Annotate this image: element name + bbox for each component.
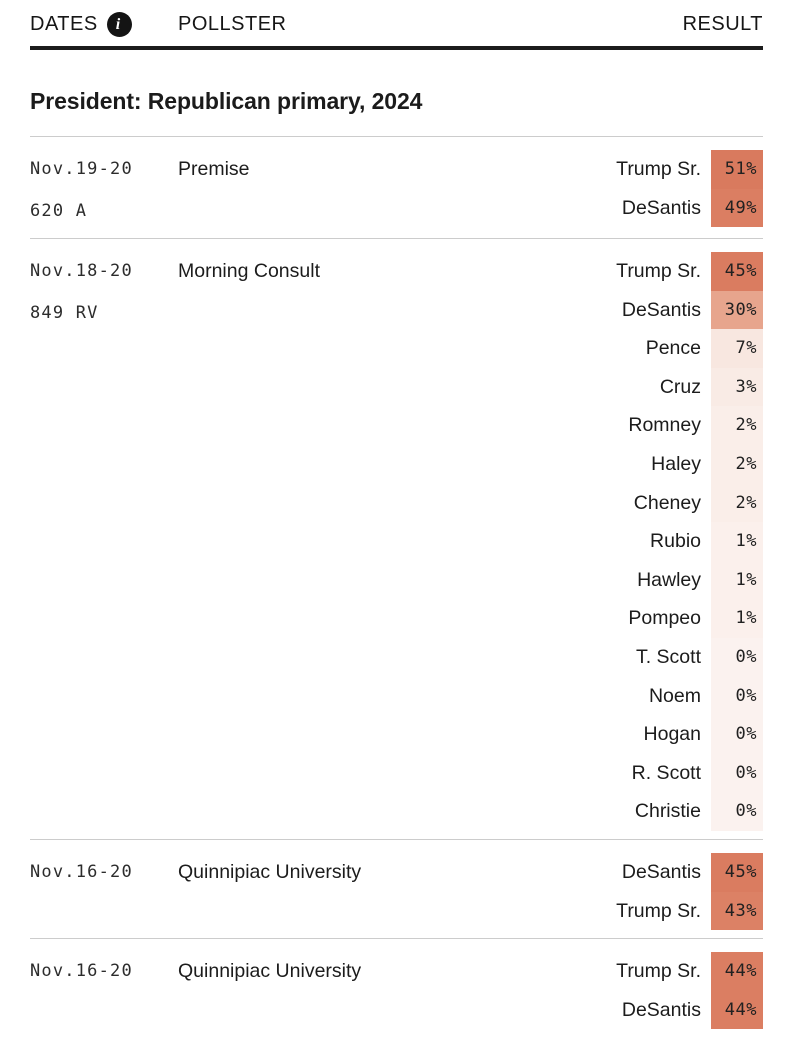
result-column-header: RESULT [682, 13, 763, 35]
result-pct-cell: 51% [711, 150, 763, 189]
candidate-name: Pompeo [628, 607, 701, 630]
result-line: Trump Sr. 44% [616, 952, 763, 991]
candidate-name: Pence [645, 337, 701, 360]
result-pct-cell: 2% [711, 483, 763, 523]
poll-dates-cell: Nov.18-20 849 RV [30, 252, 178, 831]
dates-header-group: DATES i [30, 12, 178, 37]
poll-row: Nov.18-20 849 RV Morning Consult Trump S… [30, 238, 763, 839]
candidate-name: DeSantis [621, 860, 701, 883]
poll-dates: Nov.19-20 [30, 159, 133, 179]
result-line: R. Scott 0% [616, 753, 763, 793]
result-line: Trump Sr. 45% [616, 252, 763, 291]
poll-pollster[interactable]: Quinnipiac University [178, 860, 362, 883]
result-pct-cell: 0% [711, 715, 763, 754]
dates-column-header: DATES [30, 13, 98, 35]
result-line: Cheney 2% [616, 483, 763, 523]
candidate-name: DeSantis [621, 196, 701, 219]
poll-row: Nov.16-20 Quinnipiac University Trump Sr… [30, 938, 763, 1037]
pollster-column-header: POLLSTER [178, 13, 287, 35]
result-pct-cell: 1% [711, 522, 763, 561]
candidate-name: Haley [651, 452, 701, 475]
result-pct-cell: 7% [711, 329, 763, 368]
poll-pollster[interactable]: Morning Consult [178, 260, 320, 282]
candidate-name: Rubio [650, 530, 701, 553]
info-icon[interactable]: i [106, 12, 132, 37]
poll-results: Trump Sr. 45% DeSantis 30% Pence 7% Cruz… [616, 252, 763, 831]
poll-sample-size: 620 A [30, 201, 88, 221]
result-pct-cell: 43% [711, 891, 763, 931]
poll-dates: Nov.16-20 [30, 961, 133, 982]
result-line: DeSantis 44% [616, 990, 763, 1030]
result-line: Pompeo 1% [616, 599, 763, 638]
result-pct-cell: 0% [711, 753, 763, 793]
result-pct-cell: 45% [711, 252, 763, 291]
result-line: Pence 7% [616, 329, 763, 368]
poll-pollster[interactable]: Quinnipiac University [178, 960, 362, 983]
poll-results: Trump Sr. 51% DeSantis 49% [616, 150, 763, 230]
candidate-name: Cruz [659, 375, 701, 398]
candidate-name: R. Scott [631, 761, 701, 784]
result-pct-cell: 1% [711, 560, 763, 600]
poll-results: DeSantis 45% Trump Sr. 43% [616, 852, 763, 931]
poll-dates-cell: Nov.19-20 620 A [30, 150, 178, 230]
result-pct-cell: 44% [711, 952, 763, 991]
poll-results: Trump Sr. 44% DeSantis 44% [616, 952, 763, 1030]
poll-list: Nov.19-20 620 A Premise Trump Sr. 51% De… [30, 136, 763, 1037]
result-line: Noem 0% [616, 676, 763, 716]
poll-dates: Nov.16-20 [30, 861, 133, 882]
result-line: Haley 2% [616, 444, 763, 484]
result-line: Cruz 3% [616, 367, 763, 407]
candidate-name: T. Scott [635, 645, 701, 668]
result-line: DeSantis 49% [616, 188, 763, 228]
table-header: DATES i POLLSTER RESULT [30, 0, 763, 50]
poll-dates-cell: Nov.16-20 [30, 853, 178, 930]
result-line: Romney 2% [616, 406, 763, 445]
result-pct-cell: 2% [711, 444, 763, 484]
page-title: President: Republican primary, 2024 [30, 88, 423, 114]
candidate-name: DeSantis [621, 998, 701, 1021]
result-pct-cell: 45% [711, 852, 763, 892]
candidate-name: Trump Sr. [616, 158, 701, 180]
candidate-name: Trump Sr. [616, 260, 701, 282]
poll-sample-size: 849 RV [30, 303, 99, 323]
result-pct-cell: 2% [711, 406, 763, 445]
result-line: DeSantis 45% [616, 852, 763, 892]
result-pct-cell: 30% [711, 290, 763, 330]
poll-dates: Nov.18-20 [30, 261, 133, 281]
candidate-name: Romney [628, 414, 701, 437]
candidate-name: Hogan [643, 723, 701, 746]
result-pct-cell: 49% [711, 188, 763, 228]
candidate-name: Cheney [633, 491, 701, 514]
result-line: Trump Sr. 51% [616, 150, 763, 189]
candidate-name: Trump Sr. [616, 899, 701, 922]
candidate-name: Noem [648, 684, 701, 707]
poll-row: Nov.16-20 Quinnipiac University DeSantis… [30, 838, 763, 938]
candidate-name: Christie [634, 800, 701, 823]
poll-row: Nov.19-20 620 A Premise Trump Sr. 51% De… [30, 136, 763, 238]
result-pct-cell: 0% [711, 792, 763, 831]
result-pct-cell: 0% [711, 637, 763, 677]
result-pct-cell: 1% [711, 599, 763, 638]
result-pct-cell: 44% [711, 990, 763, 1030]
result-line: Hawley 1% [616, 560, 763, 600]
result-line: DeSantis 30% [616, 290, 763, 330]
result-pct-cell: 3% [711, 367, 763, 407]
candidate-name: DeSantis [621, 298, 701, 321]
result-line: T. Scott 0% [616, 637, 763, 677]
poll-pollster[interactable]: Premise [178, 158, 250, 180]
result-line: Trump Sr. 43% [616, 891, 763, 931]
candidate-name: Trump Sr. [616, 960, 701, 983]
candidate-name: Hawley [637, 568, 701, 591]
poll-dates-cell: Nov.16-20 [30, 952, 178, 1029]
result-line: Rubio 1% [616, 522, 763, 561]
result-pct-cell: 0% [711, 676, 763, 716]
result-line: Christie 0% [616, 792, 763, 831]
result-line: Hogan 0% [616, 715, 763, 754]
